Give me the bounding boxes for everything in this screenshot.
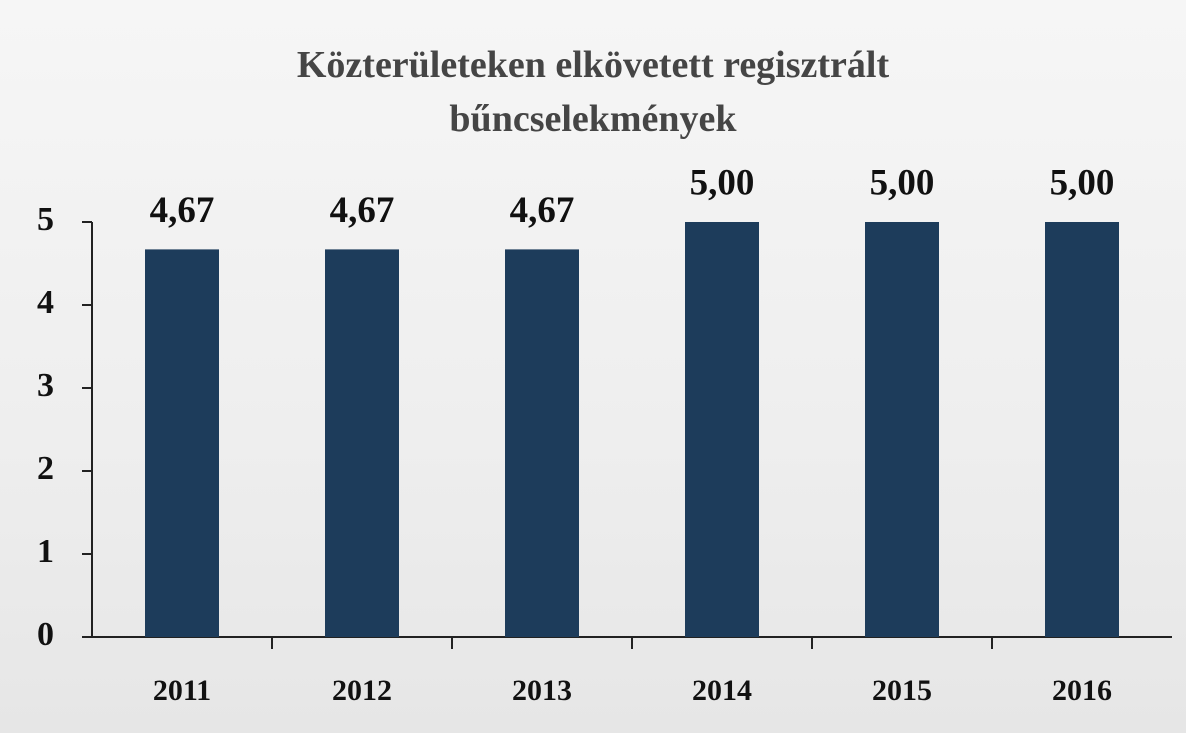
x-tick-label: 2011 bbox=[153, 674, 211, 707]
value-label: 4,67 bbox=[330, 190, 395, 231]
value-label: 5,00 bbox=[690, 162, 755, 203]
bar bbox=[685, 222, 759, 637]
bar bbox=[145, 249, 219, 637]
bar bbox=[1045, 222, 1119, 637]
y-tick-label: 3 bbox=[37, 367, 54, 404]
y-tick-label: 0 bbox=[37, 616, 54, 653]
bar bbox=[325, 249, 399, 637]
bar bbox=[865, 222, 939, 637]
value-label: 4,67 bbox=[510, 190, 575, 231]
value-label: 5,00 bbox=[870, 162, 935, 203]
x-tick-label: 2016 bbox=[1052, 674, 1112, 707]
bar bbox=[505, 249, 579, 637]
y-tick-label: 5 bbox=[37, 201, 54, 238]
chart-title: Közterületeken elkövetett regisztrált bű… bbox=[296, 44, 890, 140]
y-tick-label: 1 bbox=[37, 533, 54, 570]
x-tick-label: 2014 bbox=[692, 674, 752, 707]
value-label: 5,00 bbox=[1050, 162, 1115, 203]
x-tick-label: 2015 bbox=[872, 674, 932, 707]
x-tick-label: 2012 bbox=[332, 674, 392, 707]
value-label: 4,67 bbox=[150, 190, 215, 231]
y-tick-label: 2 bbox=[37, 450, 54, 487]
x-tick-label: 2013 bbox=[512, 674, 572, 707]
y-tick-label: 4 bbox=[37, 284, 54, 321]
